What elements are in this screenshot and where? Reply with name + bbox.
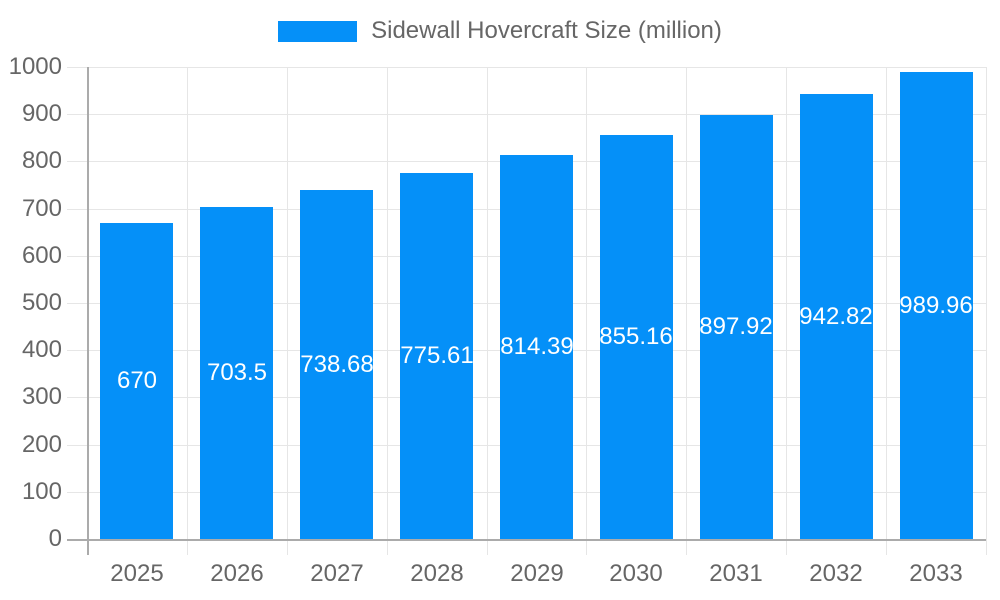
y-tick-label: 700 — [21, 195, 62, 222]
y-axis-tick — [67, 256, 87, 257]
bar-value-label: 670 — [116, 367, 158, 394]
bar-2030[interactable] — [600, 135, 673, 539]
y-tick-label: 400 — [21, 336, 62, 363]
x-tick-label: 2030 — [609, 560, 663, 587]
y-axis-tick — [67, 67, 87, 68]
x-tick-label: 2025 — [110, 560, 164, 587]
x-axis-tick — [886, 539, 887, 555]
y-tick-label: 300 — [21, 383, 62, 410]
x-axis-tick — [786, 539, 787, 555]
x-axis-tick — [586, 539, 587, 555]
bar-2027[interactable] — [300, 190, 373, 539]
x-axis-tick — [686, 539, 687, 555]
gridline-horizontal — [87, 67, 986, 68]
y-axis-tick — [67, 350, 87, 351]
x-tick-label: 2027 — [310, 560, 364, 587]
x-tick-label: 2032 — [809, 560, 863, 587]
y-axis-tick — [67, 397, 87, 398]
gridline-vertical — [686, 67, 687, 539]
bar-value-label: 897.92 — [699, 313, 773, 340]
y-axis-tick — [67, 445, 87, 446]
y-axis-tick — [67, 114, 87, 115]
y-tick-label: 900 — [21, 100, 62, 127]
x-axis-tick — [487, 539, 488, 555]
y-axis-tick — [67, 303, 87, 304]
bar-value-label: 855.16 — [599, 323, 673, 350]
x-axis-line — [67, 539, 986, 541]
legend-item[interactable]: Sidewall Hovercraft Size (million) — [0, 16, 1000, 46]
x-axis-tick — [187, 539, 188, 555]
x-tick-label: 2033 — [909, 560, 963, 587]
x-tick-label: 2031 — [709, 560, 763, 587]
x-axis-tick — [387, 539, 388, 555]
y-axis-line — [87, 67, 89, 555]
gridline-vertical — [287, 67, 288, 539]
gridline-vertical — [986, 67, 987, 539]
y-axis-tick — [67, 492, 87, 493]
bar-value-label: 703.5 — [206, 359, 268, 386]
x-tick-label: 2028 — [410, 560, 464, 587]
legend-swatch — [278, 20, 358, 42]
bar-2028[interactable] — [400, 173, 473, 539]
gridline-vertical — [586, 67, 587, 539]
y-tick-label: 500 — [21, 289, 62, 316]
y-tick-label: 100 — [21, 478, 62, 505]
gridline-vertical — [187, 67, 188, 539]
bar-2033[interactable] — [900, 72, 973, 539]
gridline-vertical — [387, 67, 388, 539]
bar-value-label: 989.96 — [899, 292, 973, 319]
bar-value-label: 942.82 — [799, 303, 873, 330]
gridline-vertical — [487, 67, 488, 539]
y-tick-label: 800 — [21, 147, 62, 174]
y-tick-label: 200 — [21, 431, 62, 458]
bar-2032[interactable] — [800, 94, 873, 539]
bar-value-label: 775.61 — [400, 342, 474, 369]
y-tick-label: 1000 — [8, 53, 62, 80]
legend-label: Sidewall Hovercraft Size (million) — [371, 17, 722, 44]
x-axis-tick — [986, 539, 987, 555]
gridline-horizontal — [87, 114, 986, 115]
bar-2026[interactable] — [200, 207, 273, 539]
y-axis-tick — [67, 161, 87, 162]
x-tick-label: 2026 — [210, 560, 264, 587]
bar-2025[interactable] — [100, 223, 173, 539]
y-tick-label: 0 — [48, 525, 62, 552]
bar-2031[interactable] — [700, 115, 773, 539]
gridline-vertical — [786, 67, 787, 539]
y-tick-label: 600 — [21, 242, 62, 269]
bar-2029[interactable] — [500, 155, 573, 539]
x-axis-tick — [287, 539, 288, 555]
y-axis-tick — [67, 209, 87, 210]
bar-value-label: 814.39 — [500, 333, 574, 360]
x-tick-label: 2029 — [510, 560, 564, 587]
bar-value-label: 738.68 — [300, 351, 374, 378]
gridline-vertical — [886, 67, 887, 539]
